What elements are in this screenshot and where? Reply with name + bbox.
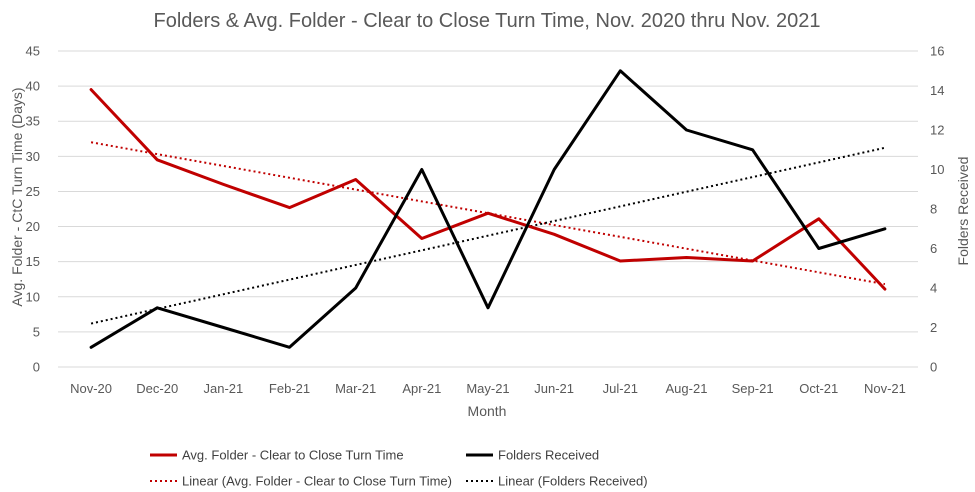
left-axis-ticks: 0 5 10 15 20 25 30 35 40 45 [26,44,40,375]
legend-label: Linear (Avg. Folder - Clear to Close Tur… [182,474,452,489]
y-left-tick-label: 0 [33,360,40,375]
y-left-tick-label: 10 [26,289,40,304]
legend: Avg. Folder - Clear to Close Turn Time Fo… [150,448,648,489]
series-lines [89,69,887,349]
x-tick-label: Aug-21 [666,381,708,396]
x-tick-label: Nov-21 [864,381,906,396]
y-left-tick-label: 20 [26,219,40,234]
x-tick-label: Dec-20 [136,381,178,396]
legend-label: Avg. Folder - Clear to Close Turn Time [182,448,404,463]
y-left-tick-label: 35 [26,114,40,129]
x-tick-label: Feb-21 [269,381,310,396]
x-tick-label: Jan-21 [204,381,244,396]
y-right-tick-label: 10 [930,162,944,177]
x-tick-label: May-21 [466,381,509,396]
y-right-tick-label: 0 [930,360,937,375]
y-left-tick-label: 25 [26,184,40,199]
y-right-tick-label: 2 [930,320,937,335]
y-left-tick-label: 5 [33,324,40,339]
y-left-tick-label: 40 [26,79,40,94]
legend-label: Folders Received [498,448,599,463]
series-line [89,69,887,349]
x-tick-label: Sep-21 [732,381,774,396]
legend-label: Linear (Folders Received) [498,474,648,489]
y-left-tick-label: 45 [26,44,40,59]
x-tick-label: Jul-21 [603,381,638,396]
y-right-tick-label: 8 [930,202,937,217]
series-line [89,88,887,291]
x-axis-title: Month [468,403,507,419]
y-right-tick-label: 14 [930,83,944,98]
chart-title: Folders & Avg. Folder - Clear to Close T… [154,10,821,32]
y-left-tick-label: 30 [26,149,40,164]
gridlines [58,50,918,333]
y-axis-left-title: Avg. Folder - CtC Turn Time (Days) [9,87,25,306]
x-tick-label: Apr-21 [402,381,441,396]
right-axis-ticks: 0 2 4 6 8 10 12 14 16 [930,44,944,375]
x-tick-label: Jun-21 [534,381,574,396]
x-axis-ticks: Nov-20 Dec-20 Jan-21 Feb-21 Mar-21 Apr-21 May-… [70,381,906,396]
y-right-tick-label: 6 [930,241,937,256]
y-axis-right-title: Folders Received [955,157,971,266]
x-tick-label: Nov-20 [70,381,112,396]
y-right-tick-label: 12 [930,123,944,138]
x-tick-label: Oct-21 [799,381,838,396]
y-right-tick-label: 16 [930,44,944,59]
y-left-tick-label: 15 [26,254,40,269]
trendline [90,146,886,325]
x-tick-label: Mar-21 [335,381,376,396]
trendlines [90,141,886,325]
y-right-tick-label: 4 [930,281,937,296]
